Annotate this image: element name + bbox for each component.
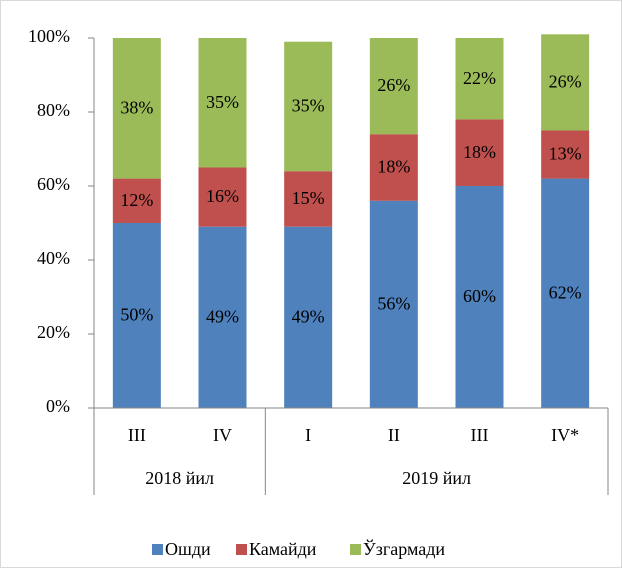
x-tick-label: IV* bbox=[551, 425, 579, 445]
bar-segment bbox=[455, 38, 504, 120]
data-label: 56% bbox=[377, 294, 410, 314]
bar-segment bbox=[198, 167, 247, 227]
bar-segment bbox=[369, 38, 418, 135]
legend-label: Камайди bbox=[249, 539, 317, 559]
data-label: 16% bbox=[206, 186, 239, 206]
bar-segment bbox=[112, 178, 161, 223]
bar-segment bbox=[284, 41, 333, 172]
y-tick-label: 20% bbox=[37, 322, 70, 342]
bar-segment bbox=[284, 171, 333, 227]
data-label: 13% bbox=[549, 144, 582, 164]
bar-segment bbox=[541, 34, 590, 131]
group-label: 2019 йил bbox=[402, 468, 471, 488]
bar-segment bbox=[198, 38, 247, 168]
data-label: 49% bbox=[206, 306, 239, 326]
data-label: 26% bbox=[549, 72, 582, 92]
y-tick-label: 40% bbox=[37, 248, 70, 268]
data-label: 18% bbox=[377, 157, 410, 177]
x-tick-label: III bbox=[128, 425, 146, 445]
x-tick-label: II bbox=[388, 425, 400, 445]
data-label: 12% bbox=[120, 190, 153, 210]
bar-segment bbox=[112, 38, 161, 179]
bar-segment bbox=[455, 119, 504, 186]
data-label: 18% bbox=[463, 142, 496, 162]
bar-segment bbox=[198, 226, 247, 408]
bar-segment bbox=[369, 134, 418, 201]
legend-label: Ошди bbox=[165, 539, 211, 559]
data-label: 35% bbox=[206, 92, 239, 112]
bar-segment bbox=[541, 130, 590, 179]
data-label: 22% bbox=[463, 68, 496, 88]
data-label: 60% bbox=[463, 286, 496, 306]
x-tick-label: III bbox=[471, 425, 489, 445]
y-tick-label: 0% bbox=[46, 396, 70, 416]
legend-swatch bbox=[152, 544, 163, 555]
bar-segment bbox=[284, 226, 333, 408]
bar-segment bbox=[112, 223, 161, 408]
bar-segment bbox=[455, 186, 504, 408]
x-tick-label: I bbox=[305, 425, 311, 445]
legend-swatch bbox=[236, 544, 247, 555]
x-tick-label: IV bbox=[213, 425, 232, 445]
data-label: 15% bbox=[292, 188, 325, 208]
bar-segment bbox=[369, 200, 418, 408]
bar-segment bbox=[541, 178, 590, 408]
y-tick-label: 80% bbox=[37, 100, 70, 120]
data-label: 62% bbox=[549, 282, 582, 302]
data-label: 35% bbox=[292, 96, 325, 116]
legend-label: Ўзгармади bbox=[363, 538, 445, 559]
data-label: 50% bbox=[120, 305, 153, 325]
data-label: 38% bbox=[120, 97, 153, 117]
data-label: 49% bbox=[292, 306, 325, 326]
y-tick-label: 100% bbox=[28, 26, 70, 46]
data-label: 26% bbox=[377, 75, 410, 95]
group-label: 2018 йил bbox=[145, 468, 214, 488]
y-tick-label: 60% bbox=[37, 174, 70, 194]
legend-swatch bbox=[350, 544, 361, 555]
